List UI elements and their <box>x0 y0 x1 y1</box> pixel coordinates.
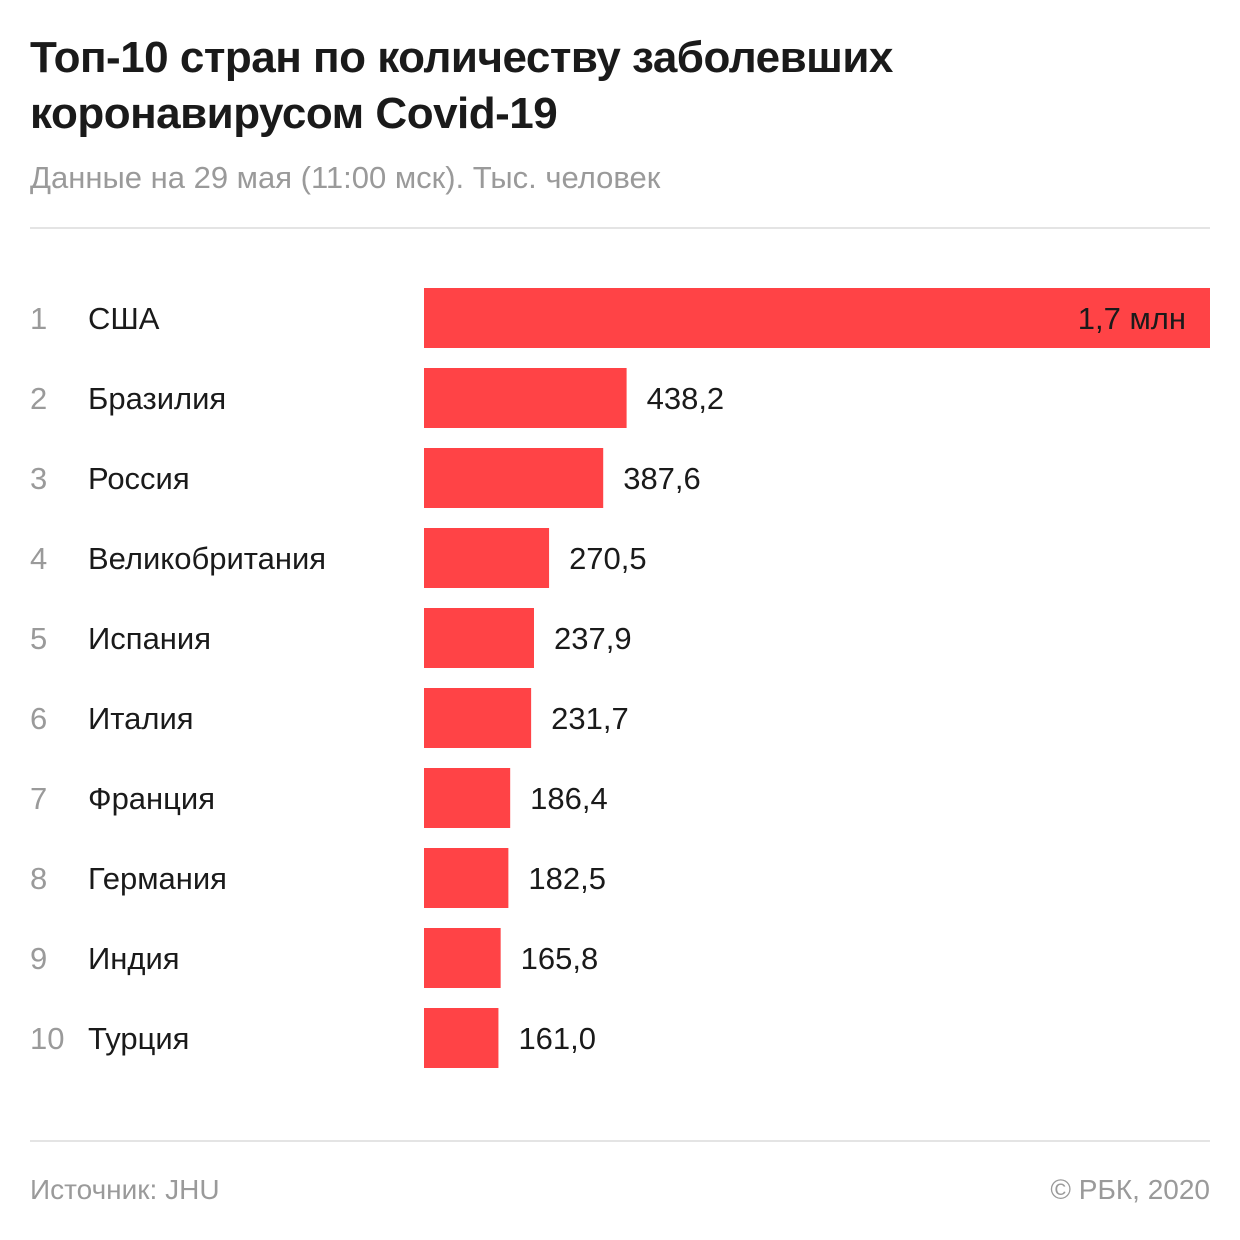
chart-subtitle: Данные на 29 мая (11:00 мск). Тыс. челов… <box>30 160 661 195</box>
bar <box>424 288 1210 348</box>
value-label: 161,0 <box>518 1021 596 1056</box>
rank-label: 3 <box>30 461 47 496</box>
value-label: 165,8 <box>521 941 599 976</box>
value-label: 186,4 <box>530 781 608 816</box>
category-label: Германия <box>88 861 227 896</box>
copyright-note: © РБК, 2020 <box>1050 1174 1210 1205</box>
rank-label: 5 <box>30 621 47 656</box>
value-label: 231,7 <box>551 701 629 736</box>
value-label: 182,5 <box>528 861 606 896</box>
bar-chart: 1 США 1,7 млн 2 Бразилия 438,2 3 Россия 387,6 4 Ве… <box>30 288 1210 1068</box>
rank-label: 2 <box>30 381 47 416</box>
category-label: Россия <box>88 461 190 496</box>
chart-title-line-1: Топ-10 стран по количеству заболевших <box>30 33 893 82</box>
rank-label: 7 <box>30 781 47 816</box>
bar <box>424 1008 499 1068</box>
bar <box>424 688 532 748</box>
category-label: США <box>88 301 160 336</box>
bottom-divider <box>30 1140 1210 1142</box>
rank-label: 1 <box>30 301 47 336</box>
rank-label: 4 <box>30 541 47 576</box>
category-label: Индия <box>88 941 180 976</box>
category-label: Турция <box>88 1021 189 1056</box>
bar <box>424 848 509 908</box>
value-label: 438,2 <box>647 381 725 416</box>
value-label: 1,7 млн <box>1078 301 1186 336</box>
bar <box>424 448 604 508</box>
bar <box>424 368 627 428</box>
category-label: Италия <box>88 701 194 736</box>
rank-label: 9 <box>30 941 47 976</box>
value-label: 270,5 <box>569 541 647 576</box>
bar <box>424 928 501 988</box>
category-label: Бразилия <box>88 381 226 416</box>
bar <box>424 608 534 668</box>
category-label: Испания <box>88 621 211 656</box>
top-divider <box>30 227 1210 229</box>
category-label: Франция <box>88 781 215 816</box>
value-label: 237,9 <box>554 621 632 656</box>
bar <box>424 528 550 588</box>
source-note: Источник: JHU <box>30 1174 220 1205</box>
category-label: Великобритания <box>88 541 326 576</box>
rank-label: 8 <box>30 861 47 896</box>
rank-label: 10 <box>30 1021 64 1056</box>
rank-label: 6 <box>30 701 47 736</box>
bar <box>424 768 511 828</box>
chart-title: Топ-10 стран по количеству заболевших ко… <box>30 30 1210 142</box>
value-label: 387,6 <box>623 461 701 496</box>
chart-title-line-2: коронавирусом Covid-19 <box>30 89 558 138</box>
